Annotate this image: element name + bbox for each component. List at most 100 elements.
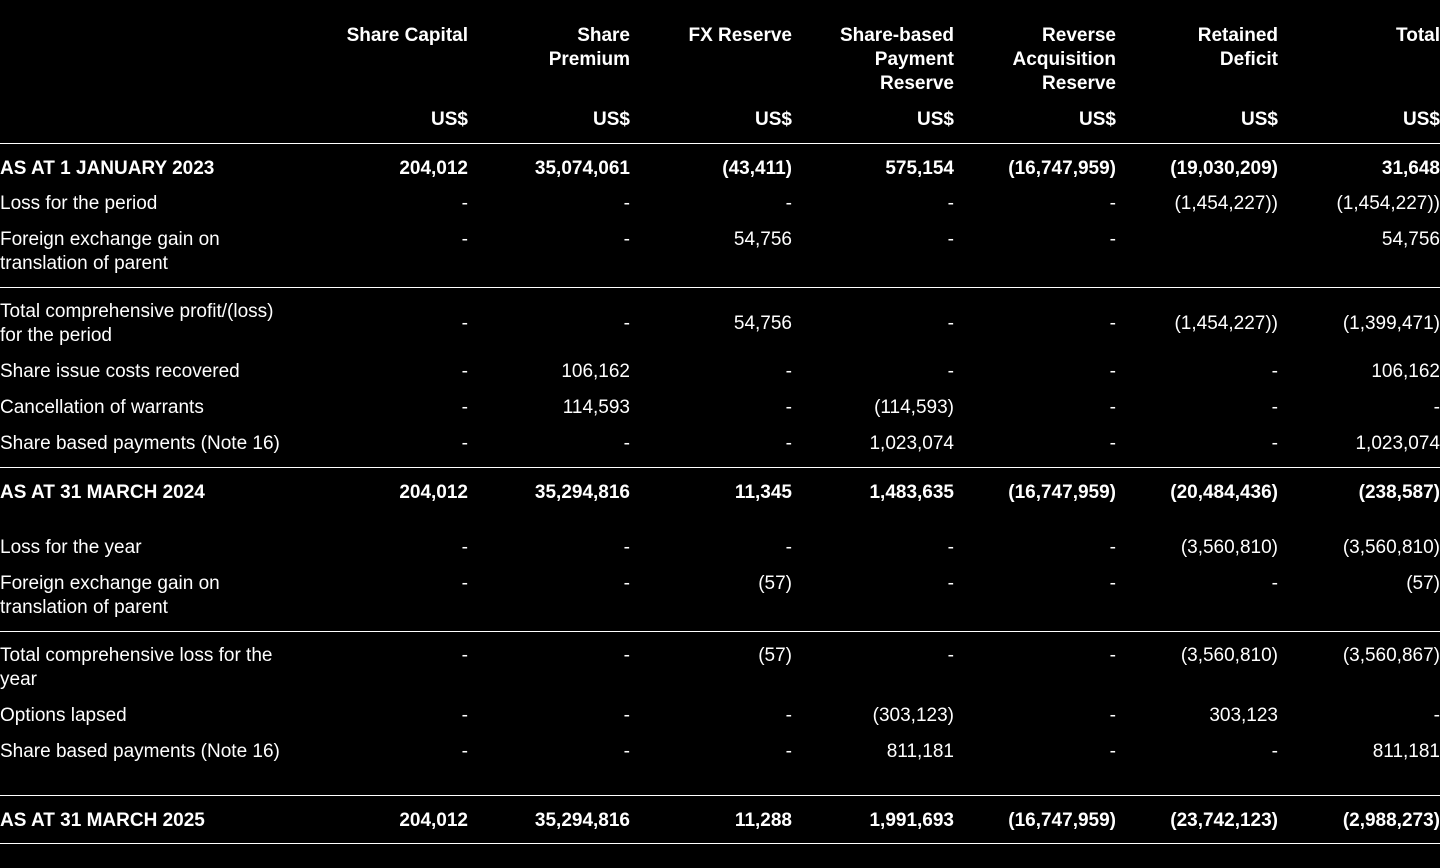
table-cell: (57) xyxy=(758,645,792,666)
table-cell: - xyxy=(947,313,954,334)
table-cell: - xyxy=(623,313,630,334)
table-cell: (20,484,436) xyxy=(1170,482,1278,503)
column-header-retained-deficit: Retained Deficit xyxy=(1197,25,1278,70)
table-cell: 114,593 xyxy=(562,397,630,418)
table-cell: 31,648 xyxy=(1381,158,1440,179)
table-cell: - xyxy=(1109,397,1116,418)
row-label: AS AT 31 MARCH 2025 xyxy=(0,810,205,831)
table-cell: 811,181 xyxy=(886,741,954,762)
column-unit: US$ xyxy=(1079,109,1116,130)
table-cell: - xyxy=(461,705,468,726)
table-cell: (1,454,227)) xyxy=(1174,313,1278,334)
table-cell: 54,756 xyxy=(733,313,792,334)
divider xyxy=(0,287,1440,288)
table-cell: 204,012 xyxy=(399,810,468,831)
table-cell: - xyxy=(461,397,468,418)
table-cell: - xyxy=(623,573,630,594)
table-cell: - xyxy=(1271,573,1278,594)
table-cell: 11,288 xyxy=(734,810,792,831)
table-cell: (114,593) xyxy=(874,397,954,418)
table-cell: (1,454,227)) xyxy=(1174,193,1278,214)
divider xyxy=(0,467,1440,468)
column-unit: US$ xyxy=(431,109,468,130)
table-cell: - xyxy=(1109,433,1116,454)
table-cell: (16,747,959) xyxy=(1008,158,1116,179)
table-cell: 35,294,816 xyxy=(534,810,630,831)
table-cell: 204,012 xyxy=(399,158,468,179)
table-header: Share Capital Share Premium FX Reserve S… xyxy=(0,0,1440,142)
table-cell: 204,012 xyxy=(399,482,468,503)
table-cell: - xyxy=(623,229,630,250)
table-cell: - xyxy=(461,741,468,762)
divider xyxy=(0,795,1440,796)
table-cell: (1,399,471) xyxy=(1342,313,1440,334)
table-cell: - xyxy=(623,645,630,666)
table-cell: 1,023,074 xyxy=(1355,433,1440,454)
table-cell: - xyxy=(623,433,630,454)
table-cell: - xyxy=(785,705,792,726)
table-cell: - xyxy=(1433,397,1440,418)
table-cell: (57) xyxy=(758,573,792,594)
table-cell: - xyxy=(947,573,954,594)
table-cell: - xyxy=(461,433,468,454)
table-cell: (16,747,959) xyxy=(1008,810,1116,831)
table-cell: - xyxy=(785,433,792,454)
row-label: Options lapsed xyxy=(0,705,127,726)
row-label: Loss for the period xyxy=(0,193,158,214)
table-cell: 1,483,635 xyxy=(869,482,954,503)
table-cell: - xyxy=(461,573,468,594)
table-cell: - xyxy=(947,645,954,666)
table-cell: 1,991,693 xyxy=(869,810,954,831)
table-cell: 106,162 xyxy=(561,361,630,382)
row-label: AS AT 31 MARCH 2024 xyxy=(0,482,205,503)
column-unit: US$ xyxy=(1241,109,1278,130)
table-cell: (3,560,810) xyxy=(1342,537,1440,558)
table-cell: (16,747,959) xyxy=(1008,482,1116,503)
table-cell: - xyxy=(1109,313,1116,334)
table-cell: - xyxy=(623,537,630,558)
row-label: Foreign exchange gain on translation of … xyxy=(0,573,220,618)
table-cell: - xyxy=(461,361,468,382)
table-cell: 1,023,074 xyxy=(869,433,954,454)
table-cell: - xyxy=(1109,741,1116,762)
table-cell: (2,988,273) xyxy=(1342,810,1440,831)
table-cell: - xyxy=(1109,537,1116,558)
row-label: Total comprehensive profit/(loss) for th… xyxy=(0,301,274,346)
column-unit: US$ xyxy=(593,109,630,130)
table-cell: - xyxy=(1433,705,1440,726)
table-cell: - xyxy=(461,537,468,558)
table-cell: 54,756 xyxy=(1381,229,1440,250)
table-cell: - xyxy=(1271,397,1278,418)
table-cell: - xyxy=(1109,705,1116,726)
table-cell: 11,345 xyxy=(734,482,792,503)
column-header-share-premium: Share Premium xyxy=(548,25,630,70)
table-cell: (3,560,810) xyxy=(1180,645,1278,666)
table-cell: (43,411) xyxy=(722,158,792,179)
table-cell: 106,162 xyxy=(1371,361,1440,382)
table-cell: - xyxy=(947,361,954,382)
table-cell: - xyxy=(947,193,954,214)
table-cell: - xyxy=(785,193,792,214)
column-unit: US$ xyxy=(755,109,792,130)
table-cell: 35,294,816 xyxy=(534,482,630,503)
column-unit: US$ xyxy=(917,109,954,130)
row-label: Loss for the year xyxy=(0,537,142,558)
table-cell: - xyxy=(623,741,630,762)
row-label: Share based payments (Note 16) xyxy=(0,433,280,454)
table-cell: (3,560,810) xyxy=(1180,537,1278,558)
divider xyxy=(0,843,1440,844)
divider xyxy=(0,143,1440,144)
table-cell: - xyxy=(1109,193,1116,214)
table-cell: (57) xyxy=(1406,573,1440,594)
table-cell: - xyxy=(1271,741,1278,762)
table-cell: - xyxy=(1271,433,1278,454)
table-cell: (1,454,227)) xyxy=(1336,193,1440,214)
table-cell: 303,123 xyxy=(1209,705,1278,726)
row-label: Cancellation of warrants xyxy=(0,397,204,418)
table-cell: - xyxy=(785,741,792,762)
table-cell: 35,074,061 xyxy=(534,158,630,179)
table-cell: - xyxy=(623,705,630,726)
table-cell: - xyxy=(1271,361,1278,382)
row-label: Share issue costs recovered xyxy=(0,361,240,382)
